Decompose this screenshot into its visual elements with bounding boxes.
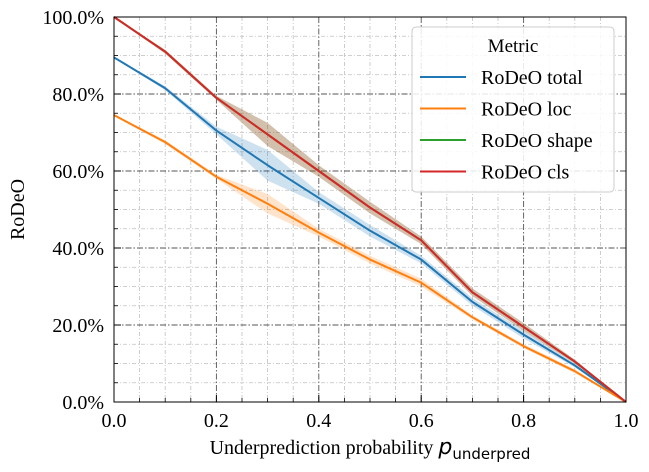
y-tick-label: 40.0% [52,238,104,260]
y-tick-label: 60.0% [52,161,104,183]
y-axis-label: RoDeO [7,179,29,240]
series-lines [113,16,627,403]
x-axis-label-text: Underprediction probability [210,437,434,459]
confidence-bands [114,17,626,402]
confidence-band [114,17,626,402]
confidence-band [114,17,626,402]
x-tick-label: 0.8 [511,410,536,432]
y-tick-label: 100.0% [42,7,104,29]
x-tick-label: 1.0 [614,410,639,432]
x-tick-label: 0.4 [306,410,331,432]
legend-label: RoDeO shape [481,130,593,152]
confidence-band [114,114,626,402]
legend-label: RoDeO total [481,67,583,89]
legend-title: Metric [488,36,539,57]
x-tick-label: 0.0 [102,410,127,432]
legend-label: RoDeO cls [481,162,570,184]
y-tick-label: 20.0% [52,315,104,337]
y-tick-label: 80.0% [52,84,104,106]
legend-label: RoDeO loc [481,99,572,121]
y-tick-label: 0.0% [62,392,104,414]
x-axis-label-subscript: underpred [452,445,530,463]
x-axis-label: Underprediction probability punderpred [210,435,531,463]
tick-labels: 0.0 0.2 0.4 0.6 0.8 1.0 0.0% 20.0% 40.0% 60.0% 80.… [42,7,638,432]
x-tick-label: 0.6 [409,410,434,432]
series-line [113,56,627,403]
series-line [113,114,627,403]
confidence-band [114,56,626,402]
legend-entries: RoDeO total RoDeO loc RoDeO shape RoDeO cls [420,67,593,184]
axis-ticks [113,16,627,403]
major-grid [114,17,626,402]
x-tick-label: 0.2 [204,410,229,432]
series-line [113,16,627,403]
legend-frame [411,26,615,193]
x-axis-label-symbol: p [437,435,452,460]
